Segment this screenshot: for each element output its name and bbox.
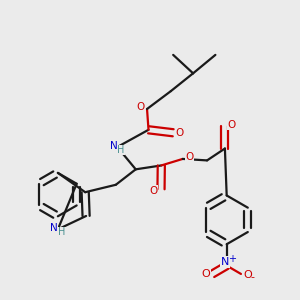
Text: N: N xyxy=(221,257,230,267)
Text: O: O xyxy=(176,128,184,138)
Text: -: - xyxy=(251,272,255,282)
Text: O: O xyxy=(136,103,144,112)
Text: H: H xyxy=(118,145,125,155)
Text: H: H xyxy=(58,227,65,237)
Text: N: N xyxy=(110,140,118,151)
Text: O: O xyxy=(227,120,236,130)
Text: O: O xyxy=(185,152,194,162)
Text: N: N xyxy=(50,223,57,233)
Text: O: O xyxy=(243,270,252,280)
Text: +: + xyxy=(228,254,236,264)
Text: O: O xyxy=(149,186,158,196)
Text: O: O xyxy=(202,269,210,279)
